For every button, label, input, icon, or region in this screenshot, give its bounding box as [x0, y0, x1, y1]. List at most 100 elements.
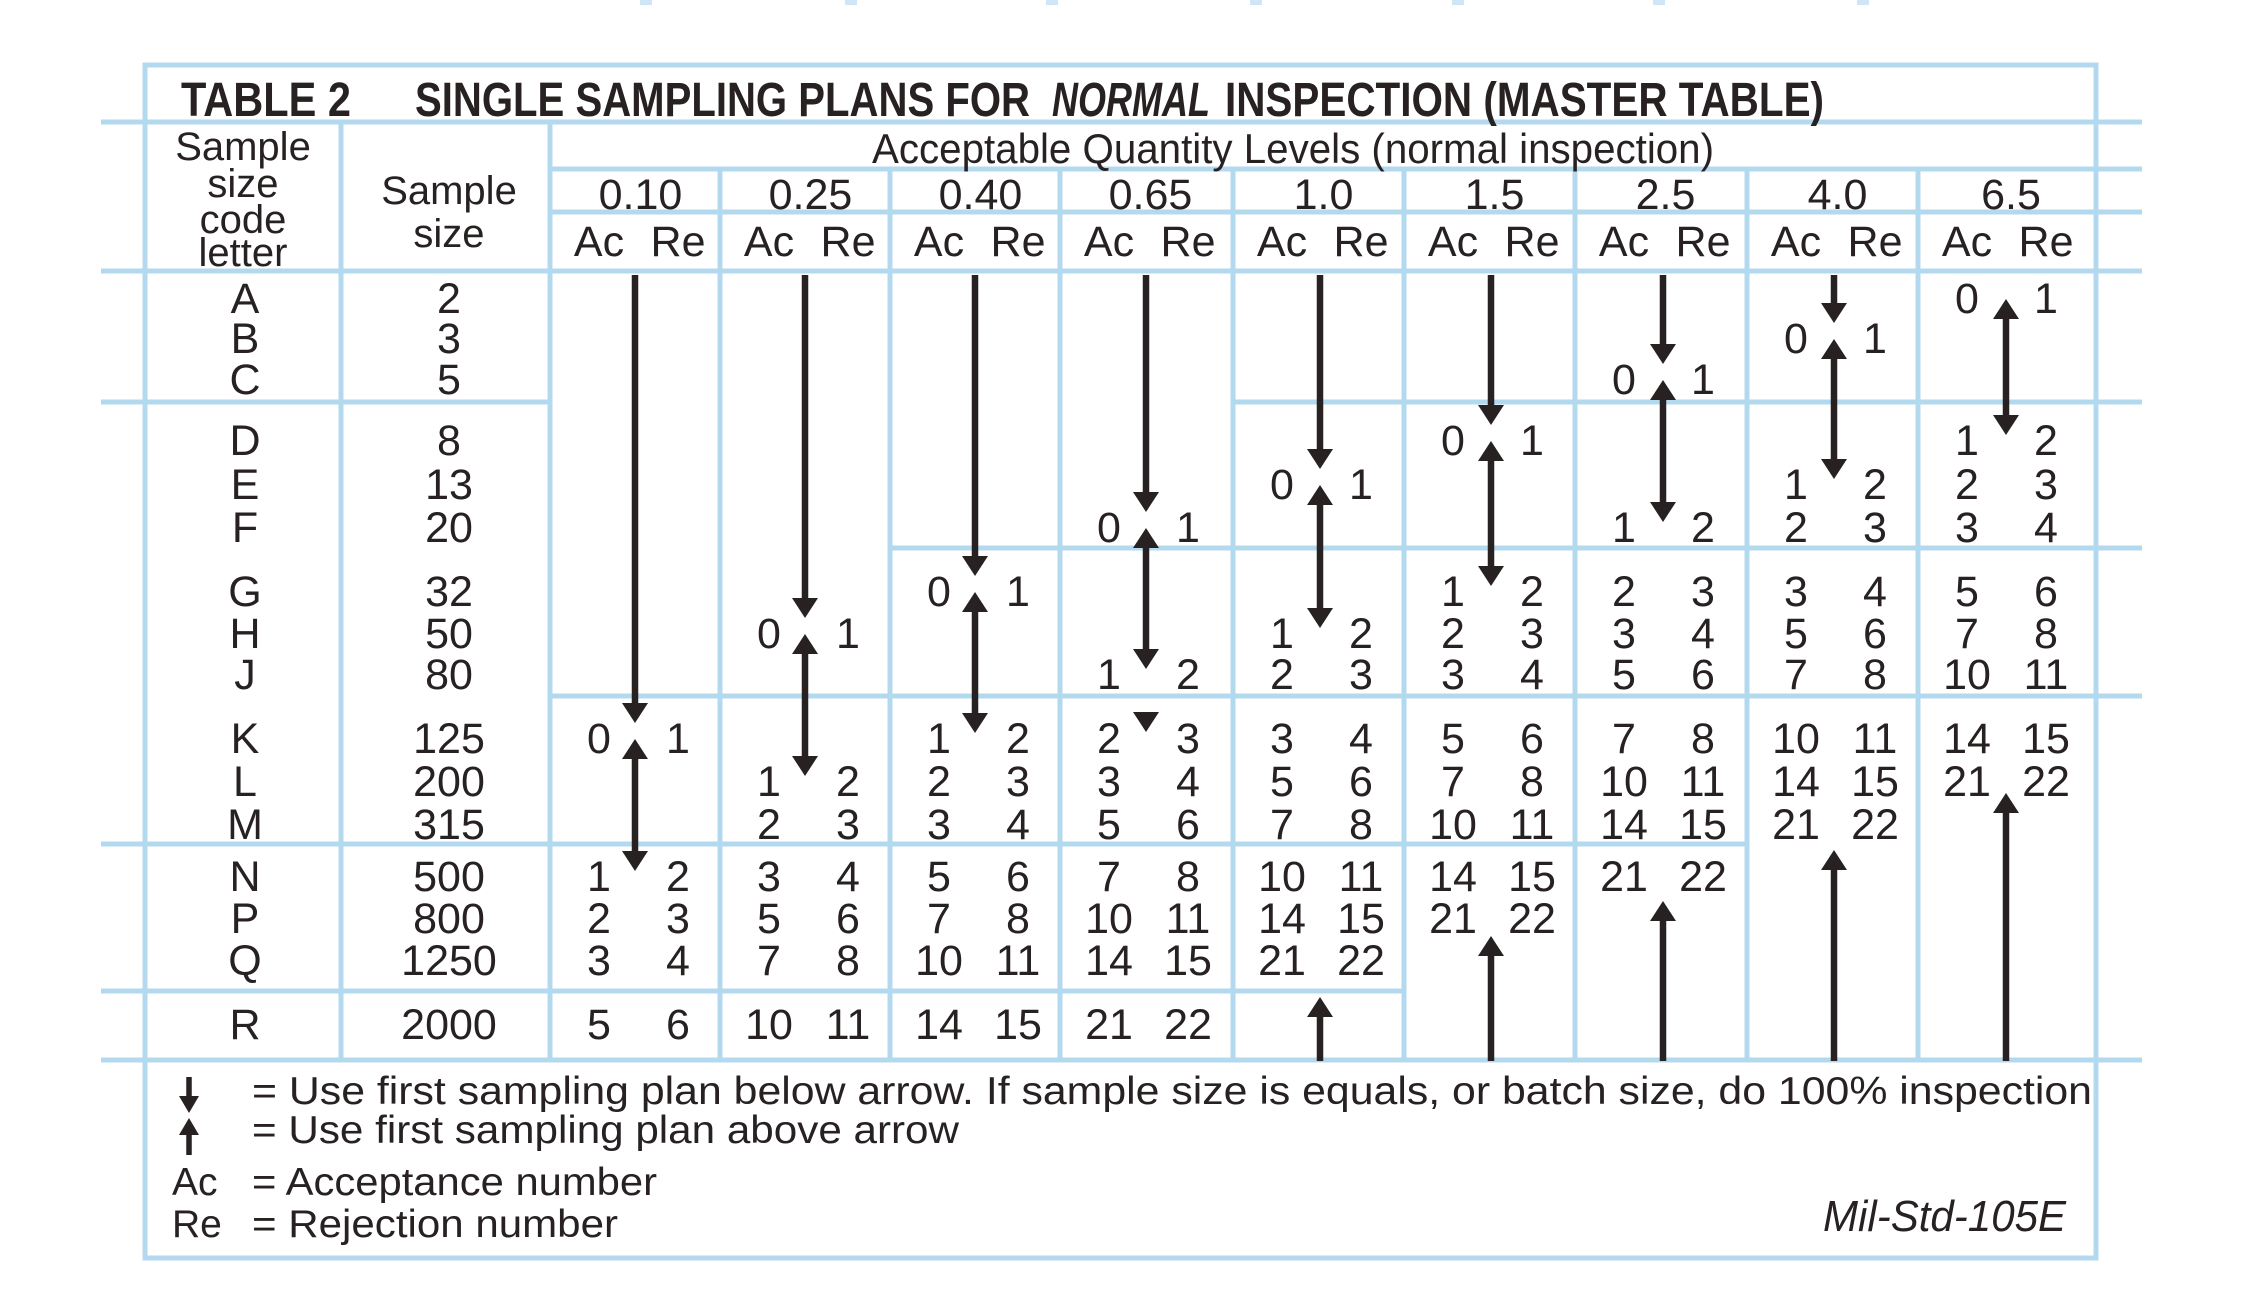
svg-text:0: 0 — [1955, 275, 1979, 323]
svg-text:3: 3 — [927, 801, 951, 849]
svg-text:Sample: Sample — [381, 169, 517, 213]
svg-text:14: 14 — [915, 1001, 963, 1049]
svg-text:11: 11 — [1853, 715, 1898, 763]
svg-text:3: 3 — [666, 895, 690, 943]
svg-text:4: 4 — [1176, 758, 1200, 806]
svg-text:22: 22 — [1164, 1001, 1212, 1049]
svg-text:7: 7 — [1612, 715, 1636, 763]
svg-text:21: 21 — [1943, 758, 1991, 806]
svg-text:22: 22 — [1337, 937, 1385, 985]
svg-text:2: 2 — [437, 275, 461, 323]
svg-text:1: 1 — [836, 610, 860, 658]
svg-text:Ac: Ac — [1257, 218, 1307, 266]
svg-text:3: 3 — [1270, 715, 1294, 763]
svg-text:3: 3 — [437, 315, 461, 363]
svg-text:1250: 1250 — [401, 937, 497, 985]
svg-text:7: 7 — [1097, 853, 1121, 901]
svg-text:14: 14 — [1258, 895, 1306, 943]
svg-text:14: 14 — [1600, 801, 1648, 849]
svg-text:Q: Q — [228, 937, 261, 985]
svg-text:15: 15 — [1851, 758, 1899, 806]
svg-text:5: 5 — [1612, 651, 1636, 699]
svg-text:SINGLE SAMPLING PLANS FOR: SINGLE SAMPLING PLANS FOR — [415, 74, 1030, 127]
svg-text:14: 14 — [1943, 715, 1991, 763]
svg-text:3: 3 — [1441, 651, 1465, 699]
svg-text:15: 15 — [1679, 801, 1727, 849]
svg-text:4: 4 — [836, 853, 860, 901]
svg-text:14: 14 — [1772, 758, 1820, 806]
svg-text:3: 3 — [1176, 715, 1200, 763]
svg-text:3: 3 — [1784, 568, 1808, 616]
svg-text:11: 11 — [1681, 758, 1726, 806]
svg-text:B: B — [231, 315, 260, 363]
svg-text:2: 2 — [2034, 417, 2058, 465]
svg-text:3: 3 — [1691, 568, 1715, 616]
svg-text:21: 21 — [1429, 895, 1477, 943]
svg-text:size: size — [413, 212, 484, 256]
svg-text:0: 0 — [1612, 356, 1636, 404]
svg-text:3: 3 — [1612, 610, 1636, 658]
svg-text:4: 4 — [666, 937, 690, 985]
svg-text:14: 14 — [1429, 853, 1477, 901]
svg-text:10: 10 — [1258, 853, 1306, 901]
svg-text:50: 50 — [425, 610, 473, 658]
svg-text:7: 7 — [1270, 801, 1294, 849]
svg-text:E: E — [231, 461, 260, 509]
svg-text:10: 10 — [1429, 801, 1477, 849]
svg-text:4: 4 — [1863, 568, 1887, 616]
svg-text:4: 4 — [1349, 715, 1373, 763]
svg-text:22: 22 — [1508, 895, 1556, 943]
svg-text:TABLE 2: TABLE 2 — [181, 74, 351, 127]
svg-text:8: 8 — [2034, 610, 2058, 658]
svg-text:Re: Re — [1676, 218, 1731, 266]
svg-text:3: 3 — [1955, 504, 1979, 552]
svg-text:5: 5 — [1097, 801, 1121, 849]
svg-text:K: K — [231, 715, 260, 763]
svg-text:2: 2 — [1270, 651, 1294, 699]
svg-text:3: 3 — [1349, 651, 1373, 699]
svg-text:1: 1 — [1006, 568, 1030, 616]
svg-text:6: 6 — [2034, 568, 2058, 616]
svg-text:2: 2 — [1863, 461, 1887, 509]
svg-text:2: 2 — [1955, 461, 1979, 509]
svg-text:15: 15 — [1508, 853, 1556, 901]
svg-text:2: 2 — [927, 758, 951, 806]
svg-text:8: 8 — [1006, 895, 1030, 943]
svg-text:Re: Re — [1848, 218, 1903, 266]
svg-text:C: C — [229, 356, 260, 404]
svg-text:Ac: Ac — [1771, 218, 1821, 266]
svg-text:6.5: 6.5 — [1981, 171, 2041, 219]
svg-text:Ac: Ac — [744, 218, 794, 266]
svg-text:0: 0 — [587, 715, 611, 763]
svg-text:3: 3 — [1520, 610, 1544, 658]
svg-text:22: 22 — [1679, 853, 1727, 901]
svg-text:Ac: Ac — [172, 1161, 218, 1204]
svg-text:Re: Re — [991, 218, 1046, 266]
svg-text:21: 21 — [1772, 801, 1820, 849]
svg-text:21: 21 — [1085, 1001, 1133, 1049]
svg-text:32: 32 — [425, 568, 473, 616]
svg-text:4: 4 — [1006, 801, 1030, 849]
svg-text:2: 2 — [1349, 610, 1373, 658]
svg-text:code: code — [200, 198, 287, 242]
svg-text:L: L — [233, 758, 257, 806]
svg-text:5: 5 — [1784, 610, 1808, 658]
svg-text:Re: Re — [2019, 218, 2074, 266]
svg-text:1: 1 — [757, 758, 781, 806]
svg-text:2: 2 — [1784, 504, 1808, 552]
svg-text:5: 5 — [1441, 715, 1465, 763]
svg-text:315: 315 — [413, 801, 485, 849]
svg-text:2: 2 — [1097, 715, 1121, 763]
svg-text:1: 1 — [2034, 275, 2058, 323]
svg-text:2000: 2000 — [401, 1001, 497, 1049]
svg-text:0: 0 — [757, 610, 781, 658]
svg-text:J: J — [234, 651, 256, 699]
svg-text:0.65: 0.65 — [1109, 171, 1193, 219]
svg-text:3: 3 — [2034, 461, 2058, 509]
svg-text:Mil-Std-105E: Mil-Std-105E — [1823, 1192, 2067, 1241]
svg-text:1.5: 1.5 — [1465, 171, 1525, 219]
svg-text:1: 1 — [1097, 651, 1121, 699]
svg-text:8: 8 — [1863, 651, 1887, 699]
svg-text:11: 11 — [1339, 853, 1384, 901]
svg-text:10: 10 — [1600, 758, 1648, 806]
